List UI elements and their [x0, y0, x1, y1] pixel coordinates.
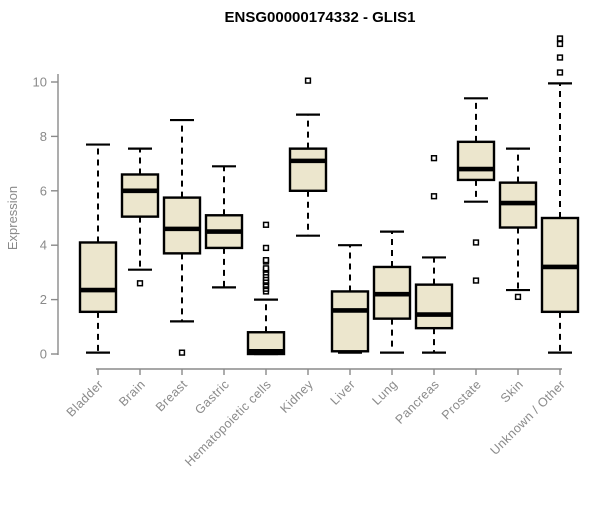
y-tick-label: 4 [40, 238, 47, 253]
box-group-brain [120, 147, 160, 287]
y-axis-label: Expression [5, 186, 20, 250]
outlier-point [472, 277, 480, 284]
outlier-point [556, 35, 564, 42]
outlier-point [262, 221, 270, 228]
x-tick-label: Lung [369, 377, 400, 408]
outlier-point [136, 280, 144, 287]
outlier-point [178, 349, 186, 356]
box-group-breast [162, 118, 202, 356]
box [78, 241, 118, 314]
outlier-point [556, 40, 564, 48]
y-tick-label: 0 [40, 347, 47, 362]
box-plots [78, 35, 580, 356]
x-tick-label: Gastric [192, 377, 232, 417]
outlier-point [472, 239, 480, 246]
box-group-bladder [78, 143, 118, 354]
chart-title: ENSG00000174332 - GLIS1 [225, 9, 416, 26]
outlier-point [430, 155, 438, 162]
x-tick-label: Kidney [277, 377, 316, 416]
box [456, 140, 496, 182]
box-group-skin [498, 147, 538, 301]
outlier-point [262, 244, 270, 252]
box-group-unknown-other [540, 35, 580, 354]
box [120, 173, 160, 218]
outlier-point [262, 257, 270, 264]
box [414, 283, 454, 330]
box [288, 147, 328, 192]
y-tick-label: 6 [40, 183, 47, 198]
x-tick-label: Prostate [439, 377, 484, 422]
box-group-kidney [288, 77, 328, 237]
outlier-point [262, 265, 270, 272]
x-tick-label: Brain [116, 377, 148, 409]
outlier-point [556, 69, 564, 76]
x-tick-label: Pancreas [393, 377, 443, 427]
x-tick-label: Unknown / Other [488, 377, 568, 457]
y-tick-label: 2 [40, 292, 47, 307]
y-tick-label: 10 [33, 75, 47, 90]
y-tick-label: 8 [40, 129, 47, 144]
x-tick-label: Liver [328, 377, 358, 407]
box-group-liver [330, 244, 370, 354]
box-group-gastric [204, 165, 244, 289]
box-group-prostate [456, 97, 496, 284]
box [330, 290, 370, 353]
box [162, 196, 202, 255]
outlier-point [556, 54, 564, 61]
box-group-lung [372, 230, 412, 354]
x-tick-label: Breast [153, 377, 190, 414]
x-tick-label: Bladder [64, 377, 106, 419]
box-group-hematopoietic-cells [246, 221, 286, 356]
box-group-pancreas [414, 155, 454, 354]
box [246, 331, 286, 356]
outlier-point [430, 193, 438, 200]
outlier-point [514, 293, 522, 301]
x-tick-label: Skin [498, 377, 526, 405]
outlier-point [304, 77, 312, 84]
